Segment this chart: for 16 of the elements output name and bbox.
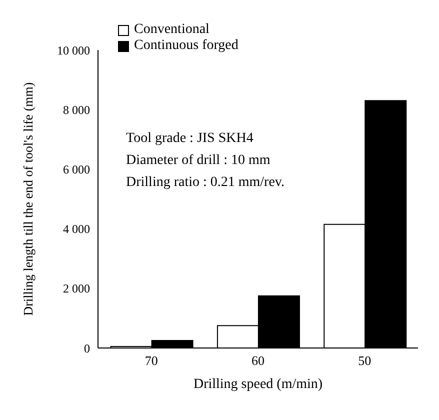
y-tick-label: 8 000 <box>63 102 90 117</box>
annotation: Drilling ratio : 0.21 mm/rev. <box>126 174 285 192</box>
y-tick-label: 6 000 <box>63 162 90 176</box>
annotation: Tool grade : JIS SKH4 <box>126 130 254 148</box>
y-tick-label: 10 000 <box>57 43 90 58</box>
x-tick-label: 50 <box>358 353 372 368</box>
y-tick-label: 0 <box>84 341 90 356</box>
x-tick-label: 70 <box>144 353 158 368</box>
legend-label: Continuous forged <box>134 38 238 54</box>
y-tick-label: 4 000 <box>63 222 90 236</box>
y-tick-label: 2 000 <box>63 282 90 296</box>
x-axis-title: Drilling speed (m/min) <box>193 377 323 392</box>
annotation: Diameter of drill : 10 mm <box>126 152 272 170</box>
x-tick-label: 60 <box>252 353 264 368</box>
legend-label: Conventional <box>134 22 210 38</box>
y-axis-title: Drilling length till the end of tool's life (mm) <box>20 82 36 316</box>
